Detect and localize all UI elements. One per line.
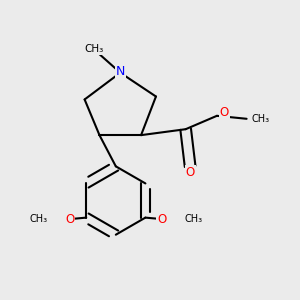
Text: O: O: [157, 213, 167, 226]
Text: CH₃: CH₃: [184, 214, 202, 224]
Text: CH₃: CH₃: [251, 114, 269, 124]
Text: N: N: [116, 65, 125, 78]
Text: O: O: [220, 106, 229, 119]
Text: O: O: [185, 166, 195, 179]
Text: CH₃: CH₃: [29, 214, 48, 224]
Text: CH₃: CH₃: [84, 44, 103, 54]
Text: O: O: [65, 213, 74, 226]
